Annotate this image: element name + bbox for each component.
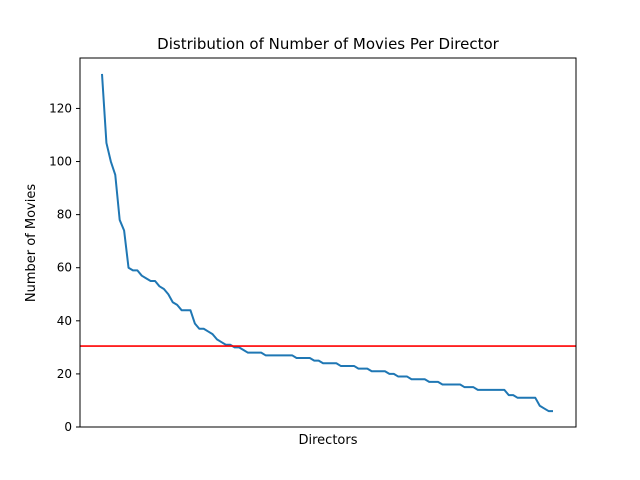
y-axis-label: Number of Movies bbox=[24, 184, 39, 302]
y-tick-label: 120 bbox=[49, 101, 72, 115]
y-tick-label: 60 bbox=[57, 261, 72, 275]
y-tick-label: 0 bbox=[64, 420, 72, 434]
plot-frame bbox=[79, 57, 577, 428]
chart-title: Distribution of Number of Movies Per Dir… bbox=[157, 35, 499, 53]
y-axis-ticks: 0 20 40 60 80 100 120 bbox=[49, 101, 80, 434]
y-tick-label: 40 bbox=[57, 314, 72, 328]
y-tick-label: 100 bbox=[49, 155, 72, 169]
plot-area bbox=[80, 73, 576, 413]
y-tick-label: 20 bbox=[57, 367, 72, 381]
series-line bbox=[101, 73, 553, 413]
y-tick-label: 80 bbox=[57, 208, 72, 222]
x-axis-label: Directors bbox=[299, 433, 358, 448]
